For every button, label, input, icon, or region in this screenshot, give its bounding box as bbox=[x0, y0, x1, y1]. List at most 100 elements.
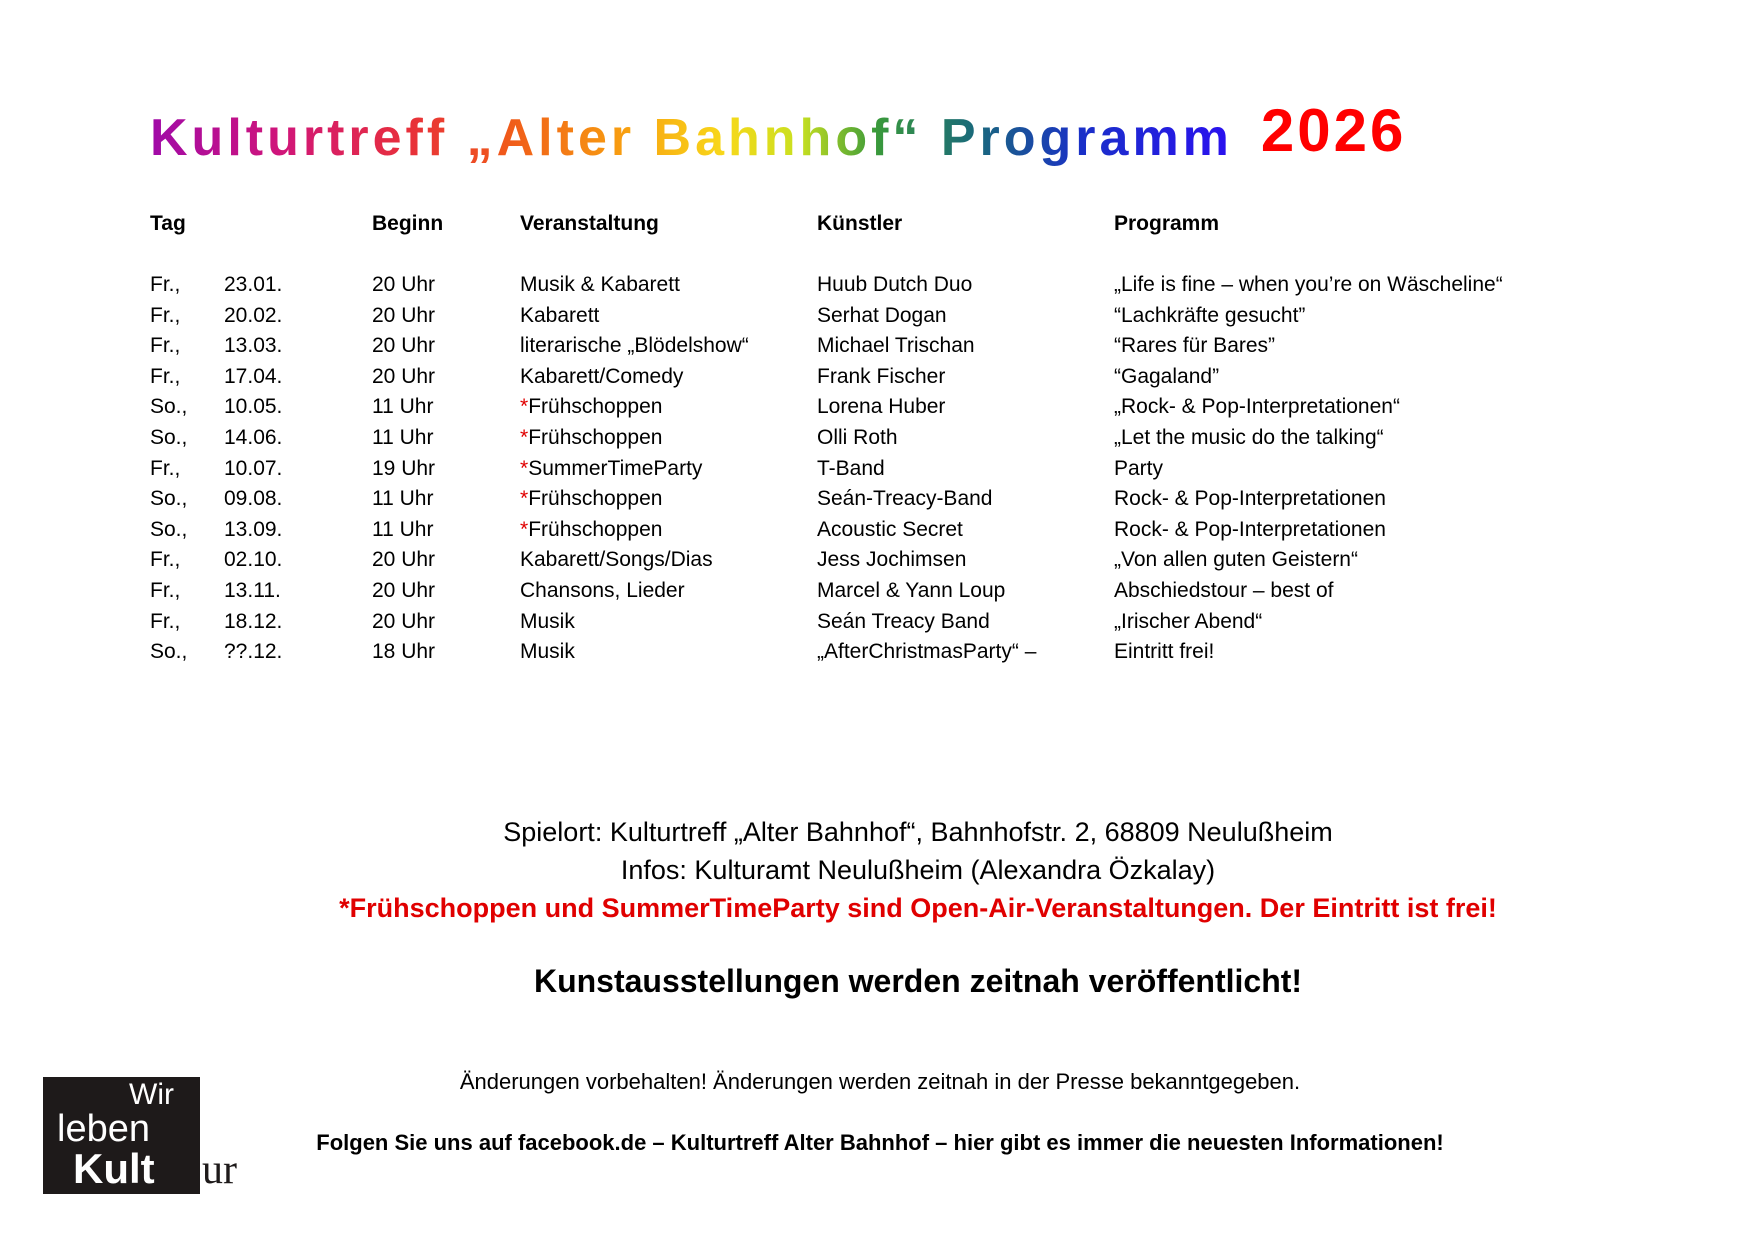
cell-program: Abschiedstour – best of bbox=[1114, 579, 1334, 602]
cell-date: 10.07. bbox=[224, 456, 283, 480]
cell-day: So., bbox=[150, 426, 188, 449]
event-name: Frühschoppen bbox=[528, 487, 663, 511]
logo-leben: leben bbox=[57, 1108, 150, 1150]
cell-event: *Frühschoppen bbox=[520, 487, 662, 511]
event-name: Kabarett bbox=[520, 303, 600, 327]
cell-time: 20 Uhr bbox=[372, 334, 436, 358]
cell-date: 17.04. bbox=[224, 364, 283, 388]
cell-program: „Let the music do the talking“ bbox=[1114, 426, 1384, 449]
cell-artist: Olli Roth bbox=[817, 426, 898, 449]
cell-event: *Frühschoppen bbox=[520, 395, 662, 419]
header-kuenstler: Künstler bbox=[817, 212, 903, 235]
cell-artist: Acoustic Secret bbox=[817, 517, 963, 541]
open-air-asterisk: * bbox=[520, 517, 529, 541]
cell-date: 10.05. bbox=[224, 395, 283, 419]
cell-event: Musik bbox=[520, 640, 575, 664]
open-air-asterisk: * bbox=[520, 456, 529, 480]
event-name: SummerTimeParty bbox=[528, 456, 703, 480]
cell-artist: Marcel & Yann Loup bbox=[817, 579, 1006, 602]
cell-artist: Lorena Huber bbox=[817, 395, 946, 419]
cell-date: 13.11. bbox=[224, 579, 281, 602]
event-name: literarische „Blödelshow“ bbox=[520, 334, 749, 358]
cell-day: Fr., bbox=[150, 609, 181, 633]
page-title: Kulturtreff „Alter Bahnhof“ Programm 202… bbox=[150, 97, 1406, 176]
cell-date: 13.09. bbox=[224, 517, 283, 541]
cell-day: Fr., bbox=[150, 364, 181, 388]
logo-ur: ur bbox=[202, 1147, 237, 1193]
wir-leben-kultur-logo: Wir leben Kult ur bbox=[43, 1077, 237, 1194]
header-programm: Programm bbox=[1114, 212, 1220, 235]
cell-day: So., bbox=[150, 640, 188, 664]
exhibitions-note: Kunstausstellungen werden zeitnah veröff… bbox=[533, 963, 1303, 999]
cell-program: Eintritt frei! bbox=[1114, 640, 1215, 664]
cell-event: literarische „Blödelshow“ bbox=[520, 334, 749, 358]
title-year: 2026 bbox=[1260, 96, 1407, 164]
cell-time: 11 Uhr bbox=[372, 395, 434, 419]
cell-event: *Frühschoppen bbox=[520, 426, 662, 450]
cell-artist: Seán-Treacy-Band bbox=[817, 487, 993, 511]
cell-artist: Huub Dutch Duo bbox=[817, 273, 973, 296]
changes-note: Änderungen vorbehalten! Änderungen werde… bbox=[459, 1069, 1301, 1094]
cell-time: 20 Uhr bbox=[372, 548, 436, 572]
cell-day: So., bbox=[150, 517, 188, 541]
cell-time: 11 Uhr bbox=[372, 426, 434, 449]
facebook-note: Folgen Sie uns auf facebook.de – Kulturt… bbox=[316, 1130, 1444, 1155]
cell-date: 20.02. bbox=[224, 303, 283, 327]
open-air-asterisk: * bbox=[520, 395, 529, 419]
cell-time: 11 Uhr bbox=[372, 487, 434, 511]
cell-event: Chansons, Lieder bbox=[520, 579, 685, 603]
cell-date: 13.03. bbox=[224, 334, 283, 358]
cell-day: Fr., bbox=[150, 456, 181, 480]
cell-day: Fr., bbox=[150, 548, 181, 572]
cell-artist: Seán Treacy Band bbox=[817, 609, 990, 633]
cell-program: “Gagaland” bbox=[1114, 364, 1220, 388]
cell-artist: T-Band bbox=[817, 456, 885, 480]
cell-event: *Frühschoppen bbox=[520, 518, 662, 542]
logo-kult: Kult bbox=[73, 1145, 155, 1192]
cell-date: 23.01. bbox=[224, 273, 283, 296]
cell-event: Kabarett/Comedy bbox=[520, 365, 683, 389]
event-name: Frühschoppen bbox=[528, 426, 663, 449]
cell-program: „Von allen guten Geistern“ bbox=[1114, 548, 1358, 572]
cell-program: “Rares für Bares” bbox=[1114, 334, 1276, 358]
cell-day: So., bbox=[150, 395, 188, 419]
cell-time: 18 Uhr bbox=[372, 640, 436, 664]
cell-time: 19 Uhr bbox=[372, 456, 436, 480]
logo-wir: Wir bbox=[129, 1078, 174, 1111]
cell-date: 14.06. bbox=[224, 426, 283, 449]
title-main: Kulturtreff „Alter Bahnhof“ Programm bbox=[150, 109, 1233, 167]
venue-text: Spielort: Kulturtreff „Alter Bahnhof“, B… bbox=[503, 817, 1333, 847]
cell-event: Musik bbox=[520, 610, 575, 634]
cell-program: “Lachkräfte gesucht” bbox=[1114, 303, 1306, 327]
header-beginn: Beginn bbox=[372, 212, 444, 235]
cell-program: Party bbox=[1114, 456, 1164, 480]
cell-artist: Serhat Dogan bbox=[817, 303, 947, 327]
cell-date: ??.12. bbox=[224, 640, 283, 664]
cell-day: Fr., bbox=[150, 579, 181, 602]
cell-day: Fr., bbox=[150, 273, 181, 296]
cell-artist: Frank Fischer bbox=[817, 364, 946, 388]
cell-day: So., bbox=[150, 487, 188, 511]
event-name: Chansons, Lieder bbox=[520, 579, 685, 602]
cell-date: 09.08. bbox=[224, 487, 283, 511]
event-name: Frühschoppen bbox=[528, 517, 663, 541]
open-air-asterisk: * bbox=[520, 487, 529, 511]
cell-event: *SummerTimeParty bbox=[520, 457, 702, 481]
event-name: Kabarett/Comedy bbox=[520, 364, 684, 388]
cell-program: „Rock- & Pop-Interpretationen“ bbox=[1114, 395, 1400, 419]
cell-event: Kabarett bbox=[520, 304, 599, 328]
cell-artist: Jess Jochimsen bbox=[817, 548, 967, 572]
header-veranstaltung: Veranstaltung bbox=[520, 212, 659, 235]
event-name: Musik bbox=[520, 609, 575, 633]
cell-program: Rock- & Pop-Interpretationen bbox=[1114, 487, 1386, 511]
cell-event: Musik & Kabarett bbox=[520, 273, 680, 297]
event-name: Kabarett/Songs/Dias bbox=[520, 548, 713, 572]
cell-time: 11 Uhr bbox=[372, 517, 434, 541]
logo-box: Wir leben Kult bbox=[43, 1077, 200, 1194]
event-name: Musik bbox=[520, 640, 575, 664]
cell-day: Fr., bbox=[150, 334, 181, 358]
open-air-note: *Frühschoppen und SummerTimeParty sind O… bbox=[339, 893, 1497, 923]
cell-artist: Michael Trischan bbox=[817, 334, 975, 358]
event-name: Frühschoppen bbox=[528, 395, 663, 419]
cell-time: 20 Uhr bbox=[372, 609, 436, 633]
